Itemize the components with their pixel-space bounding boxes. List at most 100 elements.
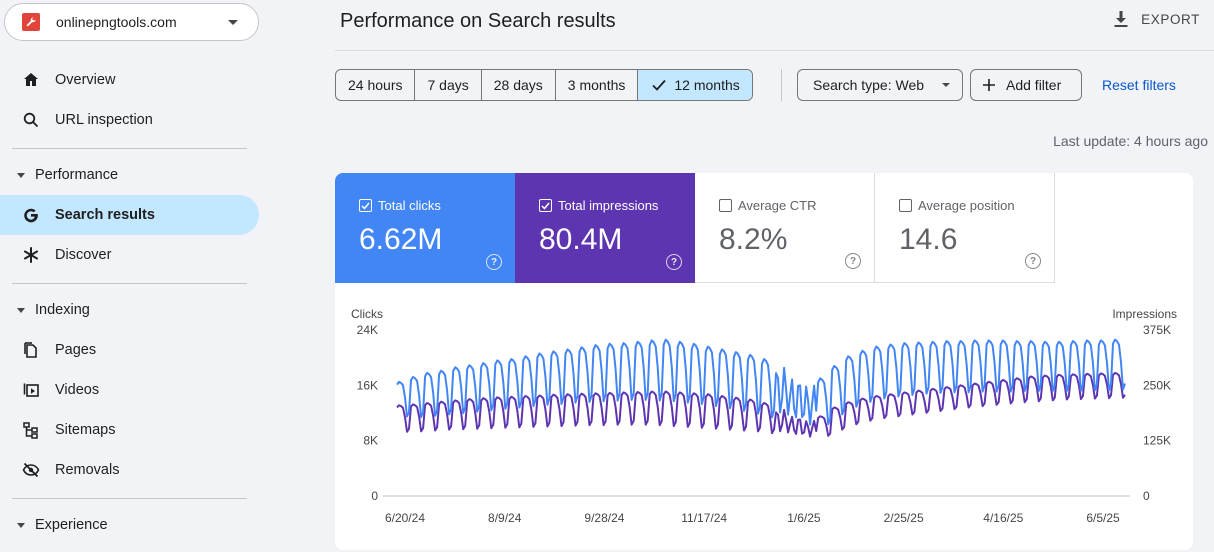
- filter-divider: [781, 69, 782, 101]
- range-label: 12 months: [674, 77, 740, 93]
- nav-item-search-results[interactable]: Search results: [0, 195, 259, 235]
- right-tick-label: 250K: [1143, 378, 1171, 392]
- checkbox-checked-icon: [539, 199, 552, 212]
- left-tick-label: 24K: [357, 323, 378, 337]
- property-name: onlinepngtools.com: [56, 14, 177, 30]
- help-icon[interactable]: ?: [845, 253, 861, 269]
- nav-label: Pages: [55, 342, 97, 358]
- check-icon: [652, 79, 667, 91]
- header-divider: [335, 50, 1214, 51]
- divider: [12, 498, 247, 499]
- section-performance[interactable]: Performance: [0, 159, 118, 191]
- range-12-months[interactable]: 12 months: [638, 70, 752, 100]
- section-indexing[interactable]: Indexing: [0, 294, 90, 326]
- home-icon: [21, 70, 41, 90]
- asterisk-icon: [21, 245, 41, 265]
- eye-off-icon: [21, 460, 41, 480]
- help-icon[interactable]: ?: [666, 254, 682, 270]
- property-selector[interactable]: onlinepngtools.com: [4, 3, 259, 41]
- metric-label: Average position: [918, 198, 1015, 213]
- nav-item-sitemaps[interactable]: Sitemaps: [0, 410, 259, 450]
- nav-label: URL inspection: [55, 112, 153, 128]
- last-update-text: Last update: 4 hours ago: [1053, 133, 1208, 149]
- metric-label: Average CTR: [738, 198, 817, 213]
- metric-average-position[interactable]: Average position 14.6 ?: [875, 173, 1055, 283]
- impressions-series-line[interactable]: [396, 371, 1126, 438]
- divider: [12, 148, 247, 149]
- section-experience[interactable]: Experience: [0, 509, 108, 541]
- left-axis-label: Clicks: [351, 307, 383, 321]
- clicks-series-line[interactable]: [396, 338, 1126, 426]
- section-label: Performance: [35, 167, 119, 183]
- page-title: Performance on Search results: [340, 10, 616, 32]
- video-icon: [21, 380, 41, 400]
- metric-label: Total impressions: [558, 198, 659, 213]
- metric-label-row: Average position: [899, 198, 1015, 213]
- metric-value: 80.4M: [539, 223, 623, 256]
- x-tick-label: 1/6/25: [787, 511, 821, 525]
- divider: [12, 283, 247, 284]
- range-28-days[interactable]: 28 days: [482, 70, 556, 100]
- plus-icon: [983, 79, 995, 91]
- nav-label: Discover: [55, 247, 112, 263]
- metric-label: Total clicks: [378, 198, 441, 213]
- nav-label: Sitemaps: [55, 422, 116, 438]
- metric-label-row: Total clicks: [359, 198, 441, 213]
- x-tick-label: 9/28/24: [584, 511, 624, 525]
- metric-value: 14.6: [899, 223, 958, 256]
- checkbox-unchecked-icon: [719, 199, 732, 212]
- metric-average-ctr[interactable]: Average CTR 8.2% ?: [695, 173, 875, 283]
- section-label: Experience: [35, 517, 108, 533]
- right-tick-label: 125K: [1143, 434, 1171, 448]
- nav-item-overview[interactable]: Overview: [0, 60, 259, 100]
- right-axis-label: Impressions: [1112, 307, 1177, 321]
- performance-chart[interactable]: Clicks Impressions 24K 16K 8K 0 375K 250K 125…: [335, 283, 1193, 550]
- google-g-icon: [21, 205, 41, 225]
- reset-filters-link[interactable]: Reset filters: [1102, 77, 1176, 93]
- search-icon: [21, 110, 41, 130]
- export-label: EXPORT: [1141, 11, 1200, 27]
- nav-label: Videos: [55, 382, 100, 398]
- nav-item-url-inspection[interactable]: URL inspection: [0, 100, 259, 140]
- nav-item-removals[interactable]: Removals: [0, 450, 259, 490]
- metric-total-clicks[interactable]: Total clicks 6.62M ?: [335, 173, 515, 283]
- range-7-days[interactable]: 7 days: [415, 70, 482, 100]
- search-type-dropdown[interactable]: Search type: Web: [797, 69, 963, 101]
- download-icon: [1114, 11, 1128, 27]
- right-tick-label: 0: [1143, 489, 1150, 503]
- x-tick-label: 8/9/24: [488, 511, 522, 525]
- sitemap-icon: [21, 420, 41, 440]
- x-tick-label: 4/16/25: [983, 511, 1023, 525]
- left-tick-label: 0: [371, 489, 378, 503]
- help-icon[interactable]: ?: [1025, 253, 1041, 269]
- add-filter-button[interactable]: Add filter: [970, 69, 1082, 101]
- x-tick-label: 11/17/24: [681, 511, 727, 525]
- x-tick-label: 6/5/25: [1086, 511, 1120, 525]
- nav-item-videos[interactable]: Videos: [0, 370, 259, 410]
- range-24-hours[interactable]: 24 hours: [336, 70, 416, 100]
- search-type-label: Search type: Web: [813, 77, 925, 93]
- export-button[interactable]: EXPORT: [1113, 10, 1200, 28]
- sidebar: onlinepngtools.com Overview URL inspecti…: [0, 0, 278, 552]
- metric-value: 6.62M: [359, 223, 443, 256]
- range-3-months[interactable]: 3 months: [556, 70, 639, 100]
- performance-card: Total clicks 6.62M ? Total impressions 8…: [335, 173, 1193, 550]
- nav-item-pages[interactable]: Pages: [0, 330, 259, 370]
- nav-item-discover[interactable]: Discover: [0, 235, 259, 275]
- metric-label-row: Average CTR: [719, 198, 817, 213]
- nav-label: Search results: [55, 207, 155, 223]
- collapse-caret-icon: [17, 172, 25, 178]
- metric-total-impressions[interactable]: Total impressions 80.4M ?: [515, 173, 695, 283]
- metric-label-row: Total impressions: [539, 198, 658, 213]
- date-range-selector: 24 hours 7 days 28 days 3 months 12 mont…: [335, 69, 753, 101]
- x-tick-label: 6/20/24: [385, 511, 425, 525]
- help-icon[interactable]: ?: [486, 254, 502, 270]
- checkbox-unchecked-icon: [899, 199, 912, 212]
- pages-icon: [21, 340, 41, 360]
- section-label: Indexing: [35, 302, 90, 318]
- wrench-icon: [22, 13, 40, 31]
- collapse-caret-icon: [17, 307, 25, 313]
- left-tick-label: 8K: [363, 434, 378, 448]
- dropdown-caret-icon: [228, 19, 238, 25]
- checkbox-checked-icon: [359, 199, 372, 212]
